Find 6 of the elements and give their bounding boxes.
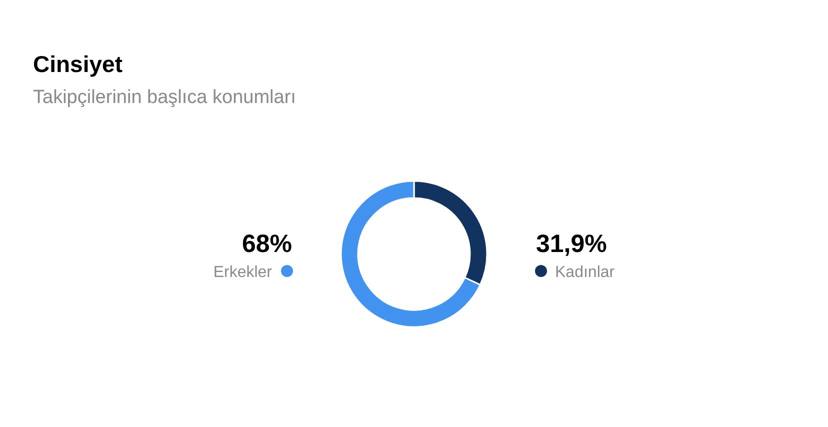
chart-subtitle: Takipçilerinin başlıca konumları — [33, 87, 296, 108]
slice-label: Erkekler — [213, 264, 273, 281]
legend-label: Kadınlar — [555, 264, 616, 281]
data-label: 68% — [242, 230, 292, 258]
chart-title: Cinsiyet — [33, 51, 123, 77]
data-label: 31,9% — [536, 230, 607, 258]
